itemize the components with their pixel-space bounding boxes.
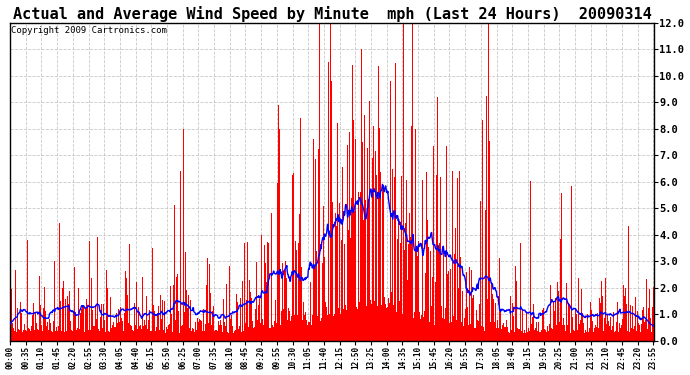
Title: Actual and Average Wind Speed by Minute  mph (Last 24 Hours)  20090314: Actual and Average Wind Speed by Minute … <box>12 6 651 21</box>
Text: Copyright 2009 Cartronics.com: Copyright 2009 Cartronics.com <box>11 26 167 35</box>
